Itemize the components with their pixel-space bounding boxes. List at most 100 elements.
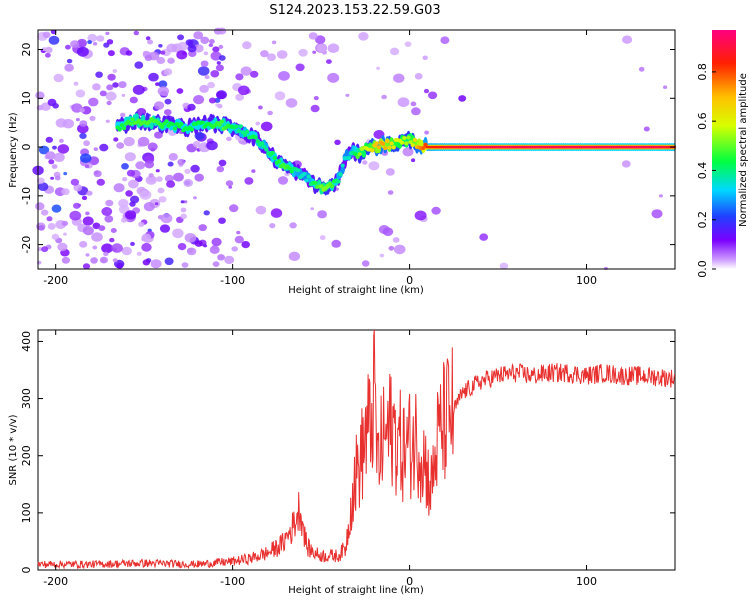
spectrogram-x-label: Height of straight line (km)	[288, 285, 424, 296]
spectrogram-noise-blob	[82, 226, 94, 236]
spectrogram-noise-blob	[98, 225, 106, 232]
spectrogram-ridge-cell	[119, 123, 125, 128]
spectrogram-ridge-cell	[128, 121, 133, 126]
spectrogram-noise-blob	[166, 43, 178, 53]
spectrogram-noise-blob	[135, 161, 146, 170]
spectrogram-noise-blob	[155, 82, 160, 86]
spectrogram-noise-blob	[136, 251, 142, 256]
spectrogram-noise-blob	[159, 224, 171, 233]
spectrogram-noise-blob	[55, 118, 67, 128]
spectrogram-ridge-cell	[404, 141, 409, 146]
spectrogram-noise-blob	[361, 260, 370, 267]
spectrogram-noise-blob	[393, 244, 406, 255]
spectrogram-noise-blob	[145, 175, 157, 185]
spectrogram-noise-blob	[127, 179, 139, 189]
spectrogram-noise-blob	[183, 178, 193, 187]
spectrogram-noise-blob	[118, 81, 127, 89]
spectrogram-ridge-cell	[172, 126, 178, 131]
spectrogram-noise-blob	[210, 51, 222, 61]
spectrogram-noise-blob	[110, 228, 117, 233]
spectrogram-noise-blob	[411, 158, 416, 162]
spectrogram-y-tick-label: -20	[20, 236, 33, 254]
spectrogram-noise-blob	[180, 200, 185, 204]
spectrogram-noise-blob	[92, 245, 98, 250]
spectrogram-ridge-cell	[219, 119, 224, 124]
spectrogram-noise-blob	[319, 235, 326, 241]
spectrogram-x-tick-label: -100	[220, 274, 245, 287]
spectrogram-noise-blob	[164, 174, 174, 183]
spectrogram-y-tick-label: 20	[20, 43, 33, 57]
spectrogram-noise-blob	[156, 176, 163, 182]
spectrogram-noise-blob	[59, 138, 64, 143]
spectrogram-noise-blob	[203, 51, 209, 56]
spectrogram-noise-blob	[141, 242, 152, 252]
spectrogram-noise-blob	[404, 41, 412, 47]
spectrogram-noise-blob	[144, 54, 153, 62]
spectrogram-noise-blob	[215, 64, 224, 72]
snr-line	[37, 329, 676, 570]
spectrogram-noise-blob	[276, 50, 288, 59]
spectrogram-noise-blob	[91, 232, 103, 242]
spectrogram-ridge-cell	[304, 178, 309, 183]
spectrogram-noise-blob	[53, 73, 64, 83]
spectrogram-noise-blob	[177, 243, 187, 251]
spectrogram-ridge-cell	[136, 118, 142, 123]
spectrogram-noise-blob	[85, 211, 90, 216]
spectrogram-noise-blob	[138, 221, 145, 227]
spectrogram-noise-blob	[410, 101, 417, 107]
spectrogram-ridge-cell	[406, 135, 411, 140]
spectrogram-noise-blob	[331, 239, 342, 248]
spectrogram-noise-blob	[173, 172, 184, 182]
spectrogram-noise-blob	[125, 190, 133, 197]
spectrogram-noise-blob	[236, 230, 241, 235]
spectrogram-noise-blob	[622, 35, 633, 44]
spectrogram-noise-blob	[106, 208, 111, 213]
spectrogram-noise-blob	[316, 43, 327, 53]
spectrogram-noise-blob	[105, 31, 110, 36]
colorbar-ticks: 0.0 0.2 0.4 0.6 0.8	[696, 63, 716, 278]
spectrogram-ridge-cell	[255, 139, 260, 144]
spectrogram-noise-blob	[144, 160, 155, 169]
spectrogram-noise-blob	[66, 58, 73, 64]
spectrogram-noise-blob	[208, 43, 214, 48]
spectrogram-noise-blob	[134, 61, 144, 69]
spectrogram-noise-blob	[113, 137, 119, 142]
spectrogram-noise-blob	[271, 40, 277, 45]
snr-y-tick-label: 300	[20, 388, 33, 409]
spectrogram-noise-blob	[251, 169, 256, 173]
spectrogram-noise-blob	[167, 161, 174, 167]
spectrogram-ridge-cell	[189, 127, 195, 132]
spectrogram-noise-blob	[73, 81, 79, 86]
spectrogram-noise-blob	[180, 207, 187, 213]
spectrogram-ridge-cell	[421, 145, 426, 150]
spectrogram-noise-blob	[241, 241, 250, 249]
spectrogram-noise-blob	[358, 32, 369, 41]
spectrogram-noise-blob	[80, 153, 92, 163]
spectrogram-noise-blob	[96, 178, 106, 186]
spectrogram-noise-blob	[47, 223, 56, 230]
spectrogram-noise-blob	[83, 140, 90, 147]
spectrogram-noise-blob	[651, 209, 663, 219]
spectrogram-noise-blob	[50, 176, 54, 180]
spectrogram-noise-blob	[231, 246, 238, 252]
spectrogram-noise-blob	[79, 120, 88, 127]
spectrogram-ridge-cell	[289, 169, 294, 174]
spectrogram-noise-blob	[63, 172, 68, 176]
spectrogram-noise-blob	[184, 233, 197, 243]
spectrogram-noise-blob	[86, 190, 93, 196]
spectrogram-noise-blob	[45, 46, 53, 54]
spectrogram-ridge-cell	[336, 179, 341, 184]
spectrogram-noise-blob	[278, 71, 290, 81]
spectrogram-noise-blob	[180, 213, 187, 220]
snr-y-ticks: 0 100 200 300 400	[20, 331, 675, 574]
spectrogram-ridge-cell	[412, 138, 418, 142]
spectrogram-noise-blob	[376, 66, 380, 70]
spectrogram-noise-blob	[193, 31, 204, 40]
spectrogram-noise-blob	[87, 40, 92, 45]
spectrogram-noise-blob	[105, 119, 110, 124]
spectrogram-noise-blob	[77, 38, 87, 48]
spectrogram-noise-blob	[64, 63, 74, 72]
spectrogram-noise-blob	[204, 75, 210, 80]
spectrogram-noise-blob	[270, 208, 283, 218]
spectrogram-ridge-cell	[253, 135, 258, 140]
